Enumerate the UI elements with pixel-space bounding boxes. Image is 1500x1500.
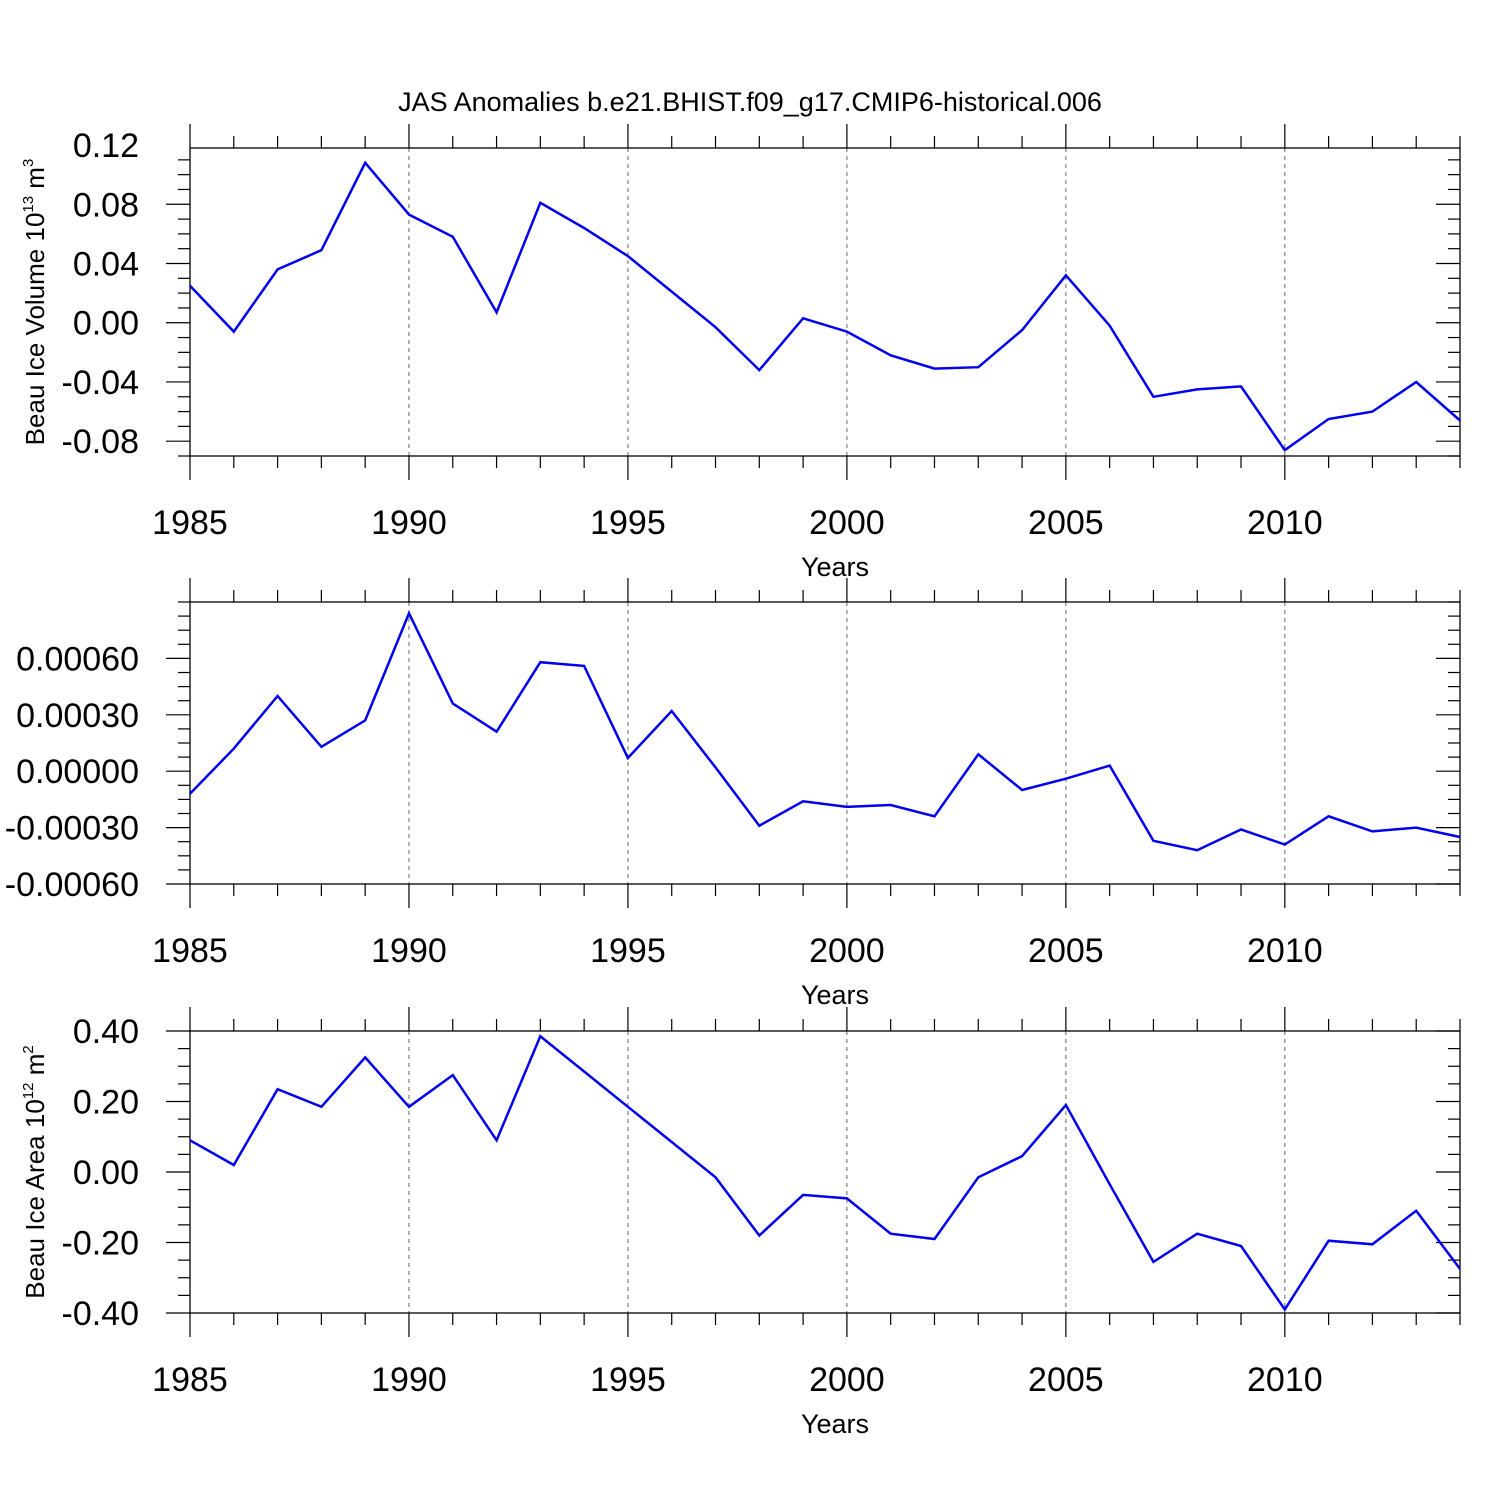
series-line [189,160,1461,452]
x-tick-label: 1995 [590,932,666,970]
y-tick-label: -0.08 [62,423,140,461]
x-axis-label: Years [801,552,869,582]
y-tick-label: -0.00030 [5,810,139,848]
x-axis-label: Years [801,980,869,1010]
y-tick-label: 0.00060 [16,640,139,678]
y-tick-label: 0.00 [73,1154,139,1192]
chart-title: JAS Anomalies b.e21.BHIST.f09_g17.CMIP6-… [398,87,1102,117]
y-tick-label: 0.00000 [16,753,139,791]
x-tick-label: 2000 [809,504,885,542]
y-tick-label: 0.08 [73,186,139,224]
x-tick-label: 2000 [809,932,885,970]
y-tick-label: 0.40 [73,1013,139,1051]
panel-middle: 1985 1990 1995 2000 2005 2010 Years -0.00060 -0.… [5,578,1461,1010]
y-tick-label: -0.00060 [5,866,139,904]
x-tick-label: 2005 [1028,1361,1104,1399]
y-tick-label: -0.20 [62,1225,140,1263]
y-tick-label: -0.40 [62,1295,140,1333]
x-tick-label: 1985 [152,1361,228,1399]
x-tick-label: 2005 [1028,504,1104,542]
y-tick-label: -0.04 [62,364,140,402]
y-tick-label: 0.00 [73,305,139,343]
y-tick-label: 0.00030 [16,697,139,735]
y-tick-label: 0.20 [73,1084,139,1122]
x-tick-label: 2010 [1247,932,1323,970]
plot-frame [189,601,1461,885]
x-tick-label: 2000 [809,1361,885,1399]
x-tick-label: 2005 [1028,932,1104,970]
x-tick-label: 1995 [590,1361,666,1399]
x-tick-label: 1985 [152,504,228,542]
x-tick-label: 1990 [371,504,447,542]
panel-ice-volume: 1985 1990 1995 2000 2005 2010 Years -0.08 -0.04 0… [20,124,1461,582]
plot-frame [189,147,1461,457]
x-tick-label: 2010 [1247,1361,1323,1399]
y-tick-label: 0.12 [73,127,139,165]
y-tick-label: 0.04 [73,246,139,284]
y-axis-label: Beau Ice Area 1012 m2 [20,1045,50,1298]
x-tick-label: 1990 [371,932,447,970]
x-tick-label: 2010 [1247,504,1323,542]
x-axis-label: Years [801,1409,869,1439]
x-tick-label: 1990 [371,1361,447,1399]
x-tick-label: 1985 [152,932,228,970]
panel-ice-area: 1985 1990 1995 2000 2005 2010 Years -0.40 -0.20 0… [20,1007,1461,1439]
y-axis-label: Beau Ice Volume 1013 m3 [20,159,50,446]
x-tick-label: 1995 [590,504,666,542]
series-line [189,610,1461,852]
series-line [189,1034,1461,1312]
